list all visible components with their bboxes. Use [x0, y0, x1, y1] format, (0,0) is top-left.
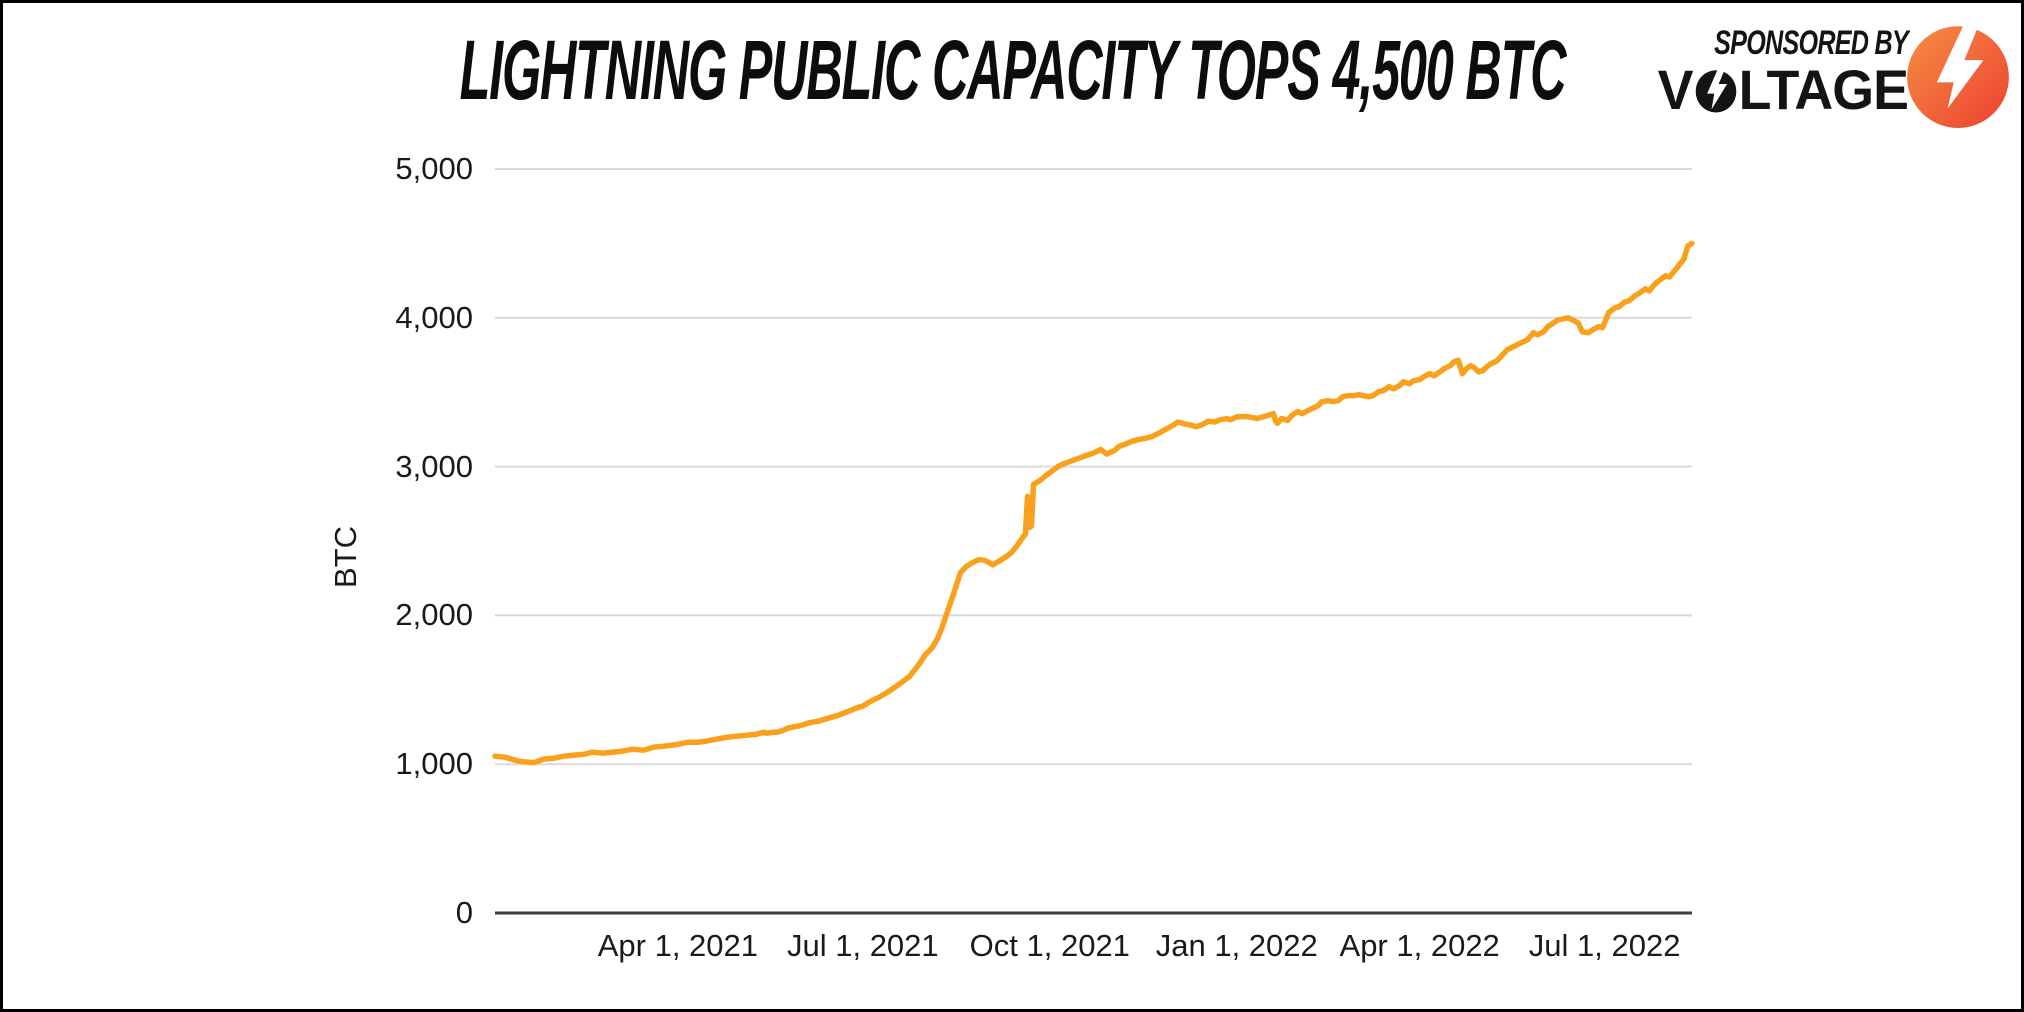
chart-header: LIGHTNING PUBLIC CAPACITY TOPS 4,500 BTC [0, 22, 2024, 119]
x-axis-tick-label: Jul 1, 2021 [786, 928, 939, 963]
x-axis-tick-label: Apr 1, 2021 [597, 928, 759, 963]
voltage-bolt-o-icon [1695, 67, 1736, 113]
voltage-wordmark-ltage: LTAGE [1738, 58, 1909, 121]
voltage-wordmark-v: V [1657, 58, 1694, 121]
x-axis-tick-label: Jan 1, 2022 [1155, 928, 1318, 963]
x-axis-tick-label: Oct 1, 2021 [969, 928, 1130, 963]
voltage-wordmark: V LTAGE [1639, 58, 1909, 121]
x-axis-tick-label: Apr 1, 2022 [1339, 928, 1500, 963]
y-axis-tick-label: 5,000 [395, 151, 473, 186]
capacity-line-series [492, 240, 1695, 766]
y-axis-tick-label: 1,000 [395, 746, 473, 782]
y-axis-tick-label: 2,000 [395, 597, 473, 633]
y-axis-tick-label: 0 [455, 895, 473, 930]
y-axis-title: BTC [328, 526, 363, 588]
y-axis-tick-label: 3,000 [395, 448, 473, 484]
sponsor-tagline: SPONSORED BY [1714, 24, 1909, 62]
x-axis-tick-label: Jul 1, 2022 [1528, 928, 1681, 963]
voltage-logo-icon [1907, 22, 2009, 128]
chart-title: LIGHTNING PUBLIC CAPACITY TOPS 4,500 BTC [459, 23, 1566, 117]
sponsor-block: SPONSORED BY V LTAGE [1628, 24, 1909, 121]
y-axis-tick-label: 4,000 [395, 299, 473, 335]
